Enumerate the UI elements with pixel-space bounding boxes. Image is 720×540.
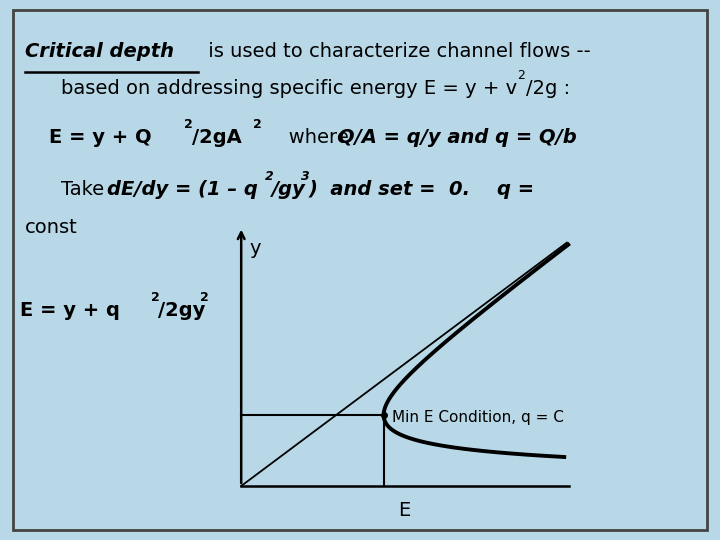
Text: 2: 2 [253,118,262,131]
Text: 2: 2 [151,291,160,304]
Text: where: where [270,128,355,147]
Text: Min E Condition, q = C: Min E Condition, q = C [392,410,564,425]
Text: const: const [25,218,78,237]
Text: 2: 2 [517,69,525,83]
Text: 2: 2 [184,118,193,131]
Text: Take: Take [61,180,111,199]
Text: y: y [250,239,261,258]
Text: E = y + Q: E = y + Q [49,128,152,147]
Text: Q/A = q/y and q = Q/b: Q/A = q/y and q = Q/b [338,128,577,147]
Text: )  and set =  0.    q =: ) and set = 0. q = [308,180,534,199]
Text: Critical depth: Critical depth [25,42,174,60]
Text: /2gA: /2gA [192,128,242,147]
Text: 2: 2 [265,170,274,184]
Text: based on addressing specific energy E = y + v: based on addressing specific energy E = … [61,79,518,98]
Text: E: E [397,501,410,519]
Text: dE/dy = (1 – q: dE/dy = (1 – q [107,180,258,199]
Text: 2: 2 [200,291,209,304]
Text: /2gy: /2gy [158,301,206,320]
Text: /gy: /gy [272,180,306,199]
Text: 3: 3 [301,170,310,184]
Text: is used to characterize channel flows --: is used to characterize channel flows -- [202,42,590,60]
Text: /2g :: /2g : [526,79,570,98]
Text: E = y + q: E = y + q [20,301,120,320]
